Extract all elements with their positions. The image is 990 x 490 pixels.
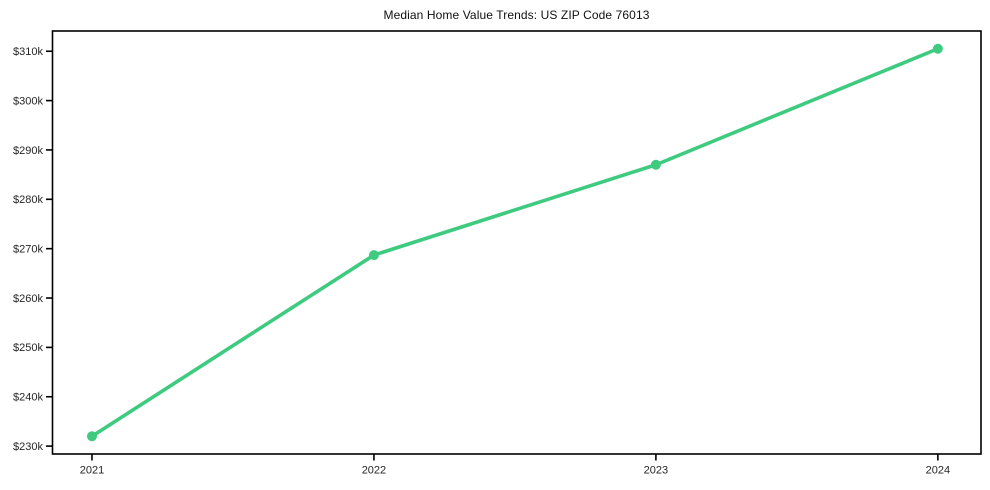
y-tick-label: $260k [13,293,43,305]
y-tick-label: $300k [13,95,43,107]
x-tick-label: 2021 [80,465,104,477]
y-tick-label: $310k [13,46,43,58]
y-tick-label: $270k [13,244,43,256]
y-tick-label: $280k [13,194,43,206]
y-tick-label: $230k [13,441,43,453]
x-tick-label: 2022 [362,465,386,477]
plot-frame [51,30,982,455]
data-point-marker [932,43,943,54]
data-point-marker [368,250,379,261]
x-tick-label: 2024 [926,465,950,477]
chart-title: Median Home Value Trends: US ZIP Code 76… [383,8,650,22]
x-tick-label: 2023 [644,465,668,477]
trend-line [90,46,940,439]
y-tick-label: $250k [13,342,43,354]
data-point-marker [86,431,97,442]
y-tick-label: $240k [13,392,43,404]
data-point-marker [650,159,661,170]
y-tick-label: $290k [13,145,43,157]
